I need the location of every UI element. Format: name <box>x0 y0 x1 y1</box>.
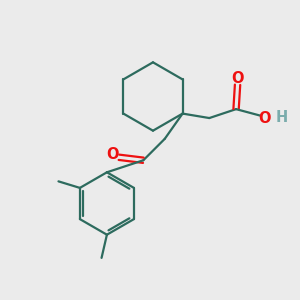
Text: H: H <box>276 110 288 125</box>
Text: O: O <box>259 110 271 125</box>
Text: O: O <box>106 147 119 162</box>
Text: O: O <box>231 71 244 86</box>
